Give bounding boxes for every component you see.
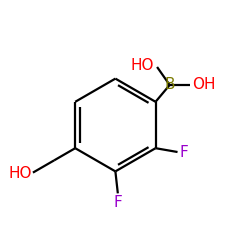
Text: HO: HO [131,58,154,72]
Text: F: F [114,195,122,210]
Text: F: F [180,144,188,160]
Text: HO: HO [8,166,32,181]
Text: B: B [164,78,175,92]
Text: OH: OH [192,78,215,92]
